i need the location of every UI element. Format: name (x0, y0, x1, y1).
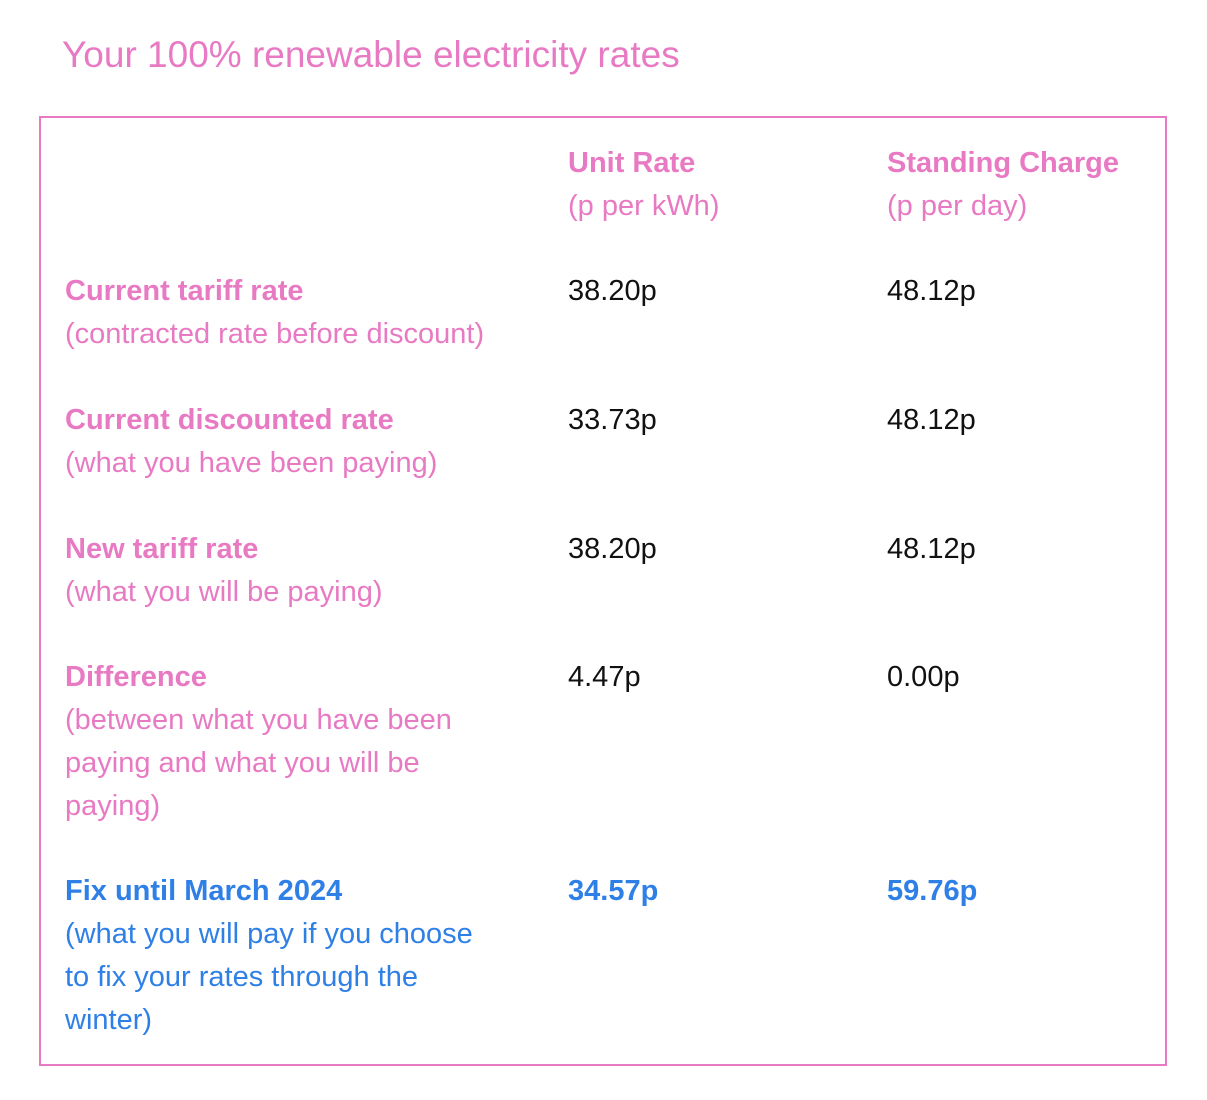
row-label: Current tariff rate (65, 275, 304, 307)
row-current-tariff-label: Current tariff rate (contracted rate bef… (65, 270, 484, 356)
row-current-discounted-standing-charge: 48.12p (887, 404, 976, 436)
header-standing-charge-unit: (p per day) (887, 190, 1028, 222)
row-new-tariff-unit-rate: 38.20p (568, 533, 657, 565)
header-standing-charge-label: Standing Charge (887, 147, 1120, 179)
row-description: paying) (65, 790, 161, 822)
row-current-discounted-unit-rate: 33.73p (568, 404, 657, 436)
header-unit-rate-label: Unit Rate (568, 147, 696, 179)
row-label: Fix until March 2024 (65, 875, 343, 907)
row-description: winter) (65, 1004, 153, 1036)
row-description: (what you will be paying) (65, 576, 383, 608)
rates-table: Unit Rate (p per kWh) Standing Charge (p… (39, 116, 1167, 1066)
row-fix-standing-charge: 59.76p (887, 875, 978, 907)
row-description: (between what you have been (65, 704, 452, 736)
header-standing-charge: Standing Charge (p per day) (887, 142, 1119, 228)
row-difference-unit-rate: 4.47p (568, 661, 641, 693)
header-unit-rate: Unit Rate (p per kWh) (568, 142, 719, 228)
row-description: (what you will pay if you choose (65, 918, 473, 950)
row-current-tariff-unit-rate: 38.20p (568, 275, 657, 307)
row-description: (contracted rate before discount) (65, 318, 485, 350)
page-title: Your 100% renewable electricity rates (62, 34, 680, 75)
row-current-discounted-label: Current discounted rate (what you have b… (65, 399, 437, 485)
row-fix-label: Fix until March 2024 (what you will pay … (65, 870, 473, 1042)
row-label: Current discounted rate (65, 404, 394, 436)
row-fix-unit-rate: 34.57p (568, 875, 659, 907)
row-description: to fix your rates through the (65, 961, 419, 993)
row-description: paying and what you will be (65, 747, 420, 779)
row-difference-label: Difference (between what you have been p… (65, 656, 452, 828)
row-new-tariff-standing-charge: 48.12p (887, 533, 976, 565)
row-label: New tariff rate (65, 533, 259, 565)
row-current-tariff-standing-charge: 48.12p (887, 275, 976, 307)
row-difference-standing-charge: 0.00p (887, 661, 960, 693)
header-unit-rate-unit: (p per kWh) (568, 190, 720, 222)
row-label: Difference (65, 661, 207, 693)
row-description: (what you have been paying) (65, 447, 438, 479)
row-new-tariff-label: New tariff rate (what you will be paying… (65, 528, 383, 614)
